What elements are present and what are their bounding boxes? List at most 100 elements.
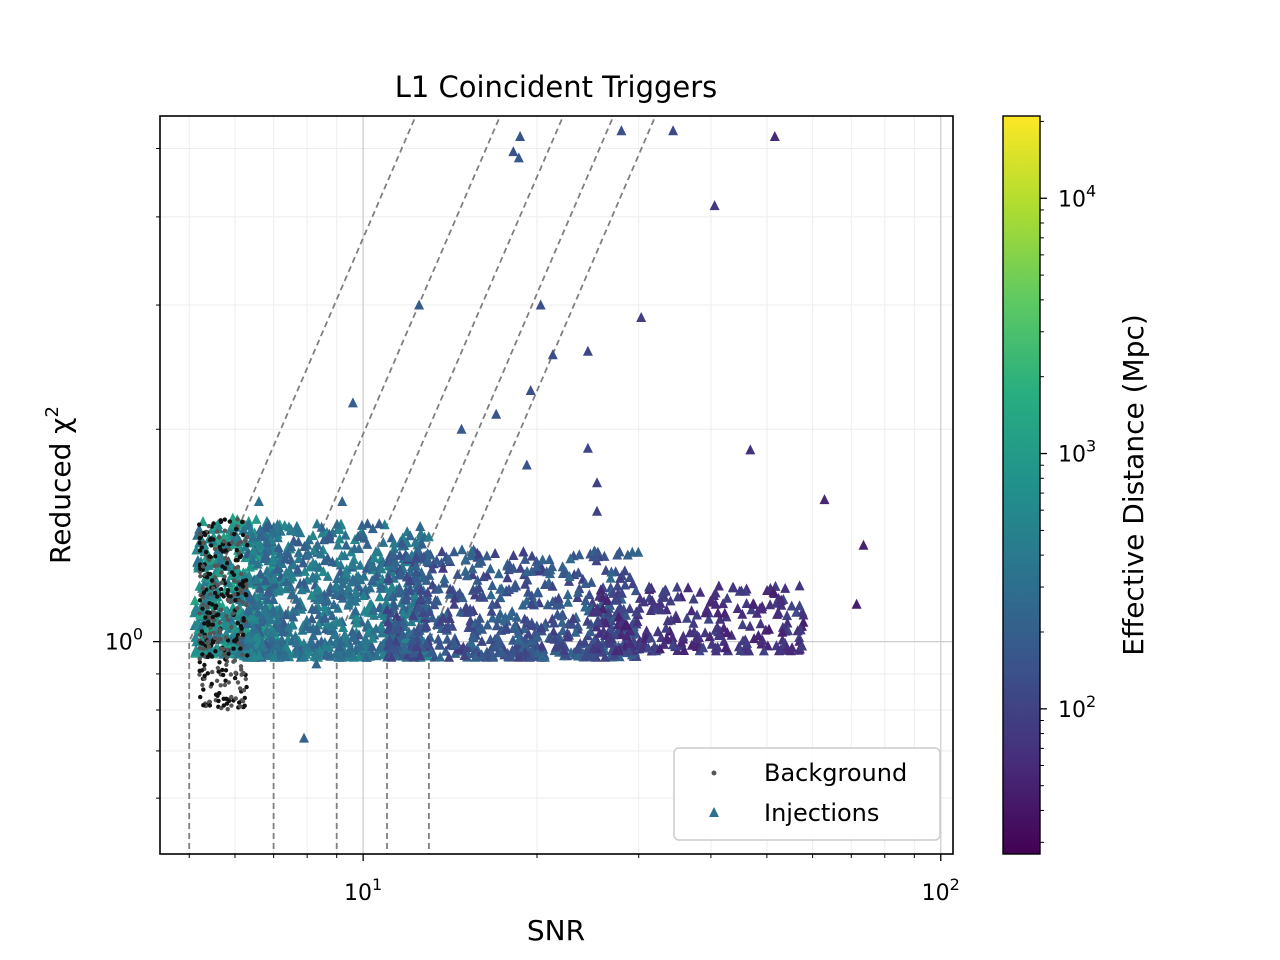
injection-point bbox=[213, 544, 224, 555]
injection-point bbox=[230, 622, 241, 633]
injection-point bbox=[287, 605, 298, 616]
injection-point bbox=[667, 639, 678, 650]
injection-point bbox=[643, 642, 654, 653]
injection-point bbox=[319, 555, 330, 566]
background-point bbox=[201, 530, 207, 536]
injection-point bbox=[508, 146, 519, 157]
background-point bbox=[199, 545, 204, 550]
injection-point bbox=[701, 603, 712, 614]
background-point bbox=[197, 656, 202, 661]
injection-point bbox=[444, 588, 455, 599]
injection-point bbox=[742, 637, 752, 648]
injection-point bbox=[515, 131, 526, 141]
injection-point bbox=[582, 615, 593, 626]
background-point bbox=[245, 542, 250, 548]
injection-point bbox=[249, 651, 260, 662]
injection-point bbox=[367, 632, 378, 643]
injection-point bbox=[248, 531, 259, 542]
background-point bbox=[241, 632, 246, 637]
injection-point bbox=[753, 630, 764, 640]
injection-point bbox=[615, 572, 626, 583]
injection-point bbox=[476, 635, 487, 646]
injection-point bbox=[532, 630, 543, 641]
injection-point bbox=[267, 527, 278, 537]
injection-point bbox=[423, 531, 434, 542]
background-point bbox=[219, 570, 224, 575]
injection-point bbox=[361, 651, 372, 662]
injection-point bbox=[382, 616, 393, 627]
colorbar-tick-exponent: 4 bbox=[1086, 181, 1096, 200]
injection-point bbox=[787, 642, 798, 653]
injection-point bbox=[555, 598, 566, 609]
injection-point bbox=[688, 593, 699, 604]
injection-point bbox=[343, 582, 354, 593]
injection-point bbox=[444, 651, 454, 662]
injection-point bbox=[523, 586, 534, 597]
background-point bbox=[221, 696, 226, 701]
background-point bbox=[240, 599, 245, 605]
injection-point bbox=[592, 505, 602, 516]
background-point bbox=[208, 625, 213, 630]
injection-point bbox=[454, 587, 465, 598]
background-point bbox=[201, 602, 206, 607]
injection-point bbox=[600, 564, 611, 575]
background-point bbox=[211, 586, 216, 591]
injection-point bbox=[251, 513, 262, 524]
injection-point bbox=[526, 598, 537, 608]
injection-point bbox=[260, 550, 271, 560]
background-point bbox=[209, 578, 215, 583]
injection-point bbox=[563, 596, 573, 607]
injection-point bbox=[268, 594, 279, 604]
injection-point bbox=[308, 545, 319, 556]
injection-point bbox=[714, 630, 725, 640]
injection-point bbox=[745, 444, 756, 455]
injection-point bbox=[343, 597, 354, 608]
injection-point bbox=[196, 620, 207, 631]
background-point bbox=[205, 575, 210, 580]
injection-point bbox=[319, 606, 330, 617]
injection-point bbox=[713, 580, 724, 591]
injection-point bbox=[624, 572, 635, 582]
y-axis-label: Reduced χ2 bbox=[42, 406, 77, 564]
background-point bbox=[231, 646, 236, 651]
background-point bbox=[233, 598, 238, 603]
injection-point bbox=[709, 200, 720, 211]
injection-point bbox=[665, 595, 676, 606]
background-point bbox=[197, 645, 203, 651]
injection-point bbox=[513, 634, 524, 645]
injection-point bbox=[536, 622, 547, 633]
background-point bbox=[223, 668, 229, 673]
background-point bbox=[213, 554, 218, 559]
background-point bbox=[220, 667, 225, 673]
injection-point bbox=[291, 637, 302, 648]
injection-point bbox=[262, 536, 273, 547]
injection-point bbox=[593, 606, 603, 617]
injection-point bbox=[374, 518, 385, 529]
injection-point bbox=[371, 623, 382, 634]
background-point bbox=[198, 530, 203, 536]
injection-point bbox=[374, 591, 385, 602]
injection-point bbox=[644, 581, 655, 592]
injection-point bbox=[340, 529, 351, 540]
injection-point bbox=[775, 644, 786, 655]
injection-point bbox=[521, 459, 532, 470]
injection-point bbox=[298, 651, 309, 662]
injection-point bbox=[616, 125, 627, 136]
injection-point bbox=[291, 646, 302, 657]
injection-point bbox=[513, 627, 524, 638]
injection-point bbox=[221, 628, 232, 639]
injection-point bbox=[445, 583, 456, 594]
injection-point bbox=[460, 553, 471, 564]
injection-point bbox=[472, 574, 483, 585]
injection-point bbox=[549, 617, 559, 628]
background-point bbox=[230, 611, 236, 616]
injection-point bbox=[365, 582, 376, 593]
injection-point bbox=[369, 552, 380, 563]
background-point bbox=[207, 703, 213, 708]
injection-point bbox=[419, 599, 430, 610]
injection-point bbox=[382, 604, 393, 615]
injection-point bbox=[347, 631, 358, 642]
background-point bbox=[229, 703, 234, 708]
background-point bbox=[212, 610, 217, 615]
injection-point bbox=[755, 602, 766, 613]
